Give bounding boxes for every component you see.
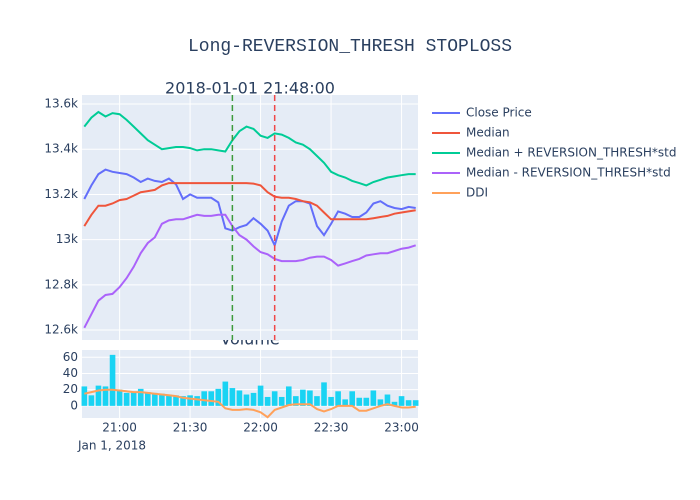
chart-title: Long-REVERSION_THRESH STOPLOSS <box>188 37 512 57</box>
bar <box>194 396 200 406</box>
bar <box>349 391 356 406</box>
y-tick-label: 20 <box>63 382 78 396</box>
y-tick-label: 12.8k <box>44 277 78 291</box>
bar <box>187 395 193 406</box>
bar <box>370 390 377 406</box>
bar <box>271 391 278 406</box>
y-tick-label: 13.4k <box>44 142 78 156</box>
y-tick-label: 12.6k <box>44 323 78 337</box>
bar <box>278 396 285 406</box>
bar <box>412 400 419 406</box>
bar <box>130 392 137 406</box>
bar <box>116 389 123 406</box>
bar <box>229 388 236 406</box>
bar <box>180 396 186 406</box>
bar <box>314 396 320 406</box>
bar <box>201 391 207 406</box>
legend-label: Median - REVERSION_THRESH*std <box>466 166 671 180</box>
bar <box>144 392 151 406</box>
bar <box>137 388 144 406</box>
bar <box>321 382 327 406</box>
bar <box>236 390 243 406</box>
bar <box>102 386 109 406</box>
series-line <box>83 182 416 227</box>
series-line <box>83 110 416 187</box>
bar <box>222 381 229 406</box>
bar <box>159 393 165 406</box>
bar <box>384 394 391 406</box>
bar <box>285 386 292 406</box>
plot-area <box>82 95 418 340</box>
bar <box>243 394 250 406</box>
bar <box>166 394 172 406</box>
y-tick-label: 13.2k <box>44 187 78 201</box>
y-tick-label: 13.6k <box>44 97 78 111</box>
bar <box>173 395 179 406</box>
bar <box>356 397 363 406</box>
series-line <box>83 168 416 249</box>
legend-label: DDI <box>466 186 488 200</box>
bar <box>405 400 412 406</box>
x-axis-date: Jan 1, 2018 <box>77 439 146 453</box>
bar <box>300 389 306 406</box>
bar <box>257 385 264 406</box>
bar <box>377 399 384 406</box>
bar <box>109 354 116 406</box>
y-tick-label: 0 <box>70 398 78 412</box>
x-tick-label: 23:00 <box>384 421 419 435</box>
legend-label: Median <box>466 126 510 140</box>
plot-area <box>82 350 418 418</box>
bar <box>363 397 370 406</box>
bar <box>398 396 405 406</box>
legend-label: Close Price <box>466 106 532 120</box>
bar <box>81 386 88 406</box>
x-tick-label: 21:00 <box>102 421 137 435</box>
bar <box>342 399 348 406</box>
bar <box>208 391 215 406</box>
series-line <box>83 213 417 329</box>
x-tick-label: 22:00 <box>243 421 278 435</box>
y-tick-label: 40 <box>63 366 78 380</box>
bar <box>391 401 398 406</box>
bar <box>328 396 334 406</box>
x-tick-label: 22:30 <box>314 421 349 435</box>
bar <box>123 392 130 406</box>
series-line <box>84 388 416 419</box>
legend-label: Median + REVERSION_THRESH*std <box>466 146 676 160</box>
x-tick-label: 21:30 <box>173 421 208 435</box>
bar <box>264 396 271 406</box>
bar <box>215 388 222 406</box>
bar <box>152 392 158 406</box>
subplot-title: 2018-01-01 21:48:00 <box>165 79 335 98</box>
bar <box>293 396 299 406</box>
y-tick-label: 60 <box>63 350 78 364</box>
bar <box>88 395 95 406</box>
y-tick-label: 13k <box>56 232 78 246</box>
bar <box>95 385 102 406</box>
bar <box>335 391 341 406</box>
bar <box>307 390 313 406</box>
bar <box>250 392 257 406</box>
